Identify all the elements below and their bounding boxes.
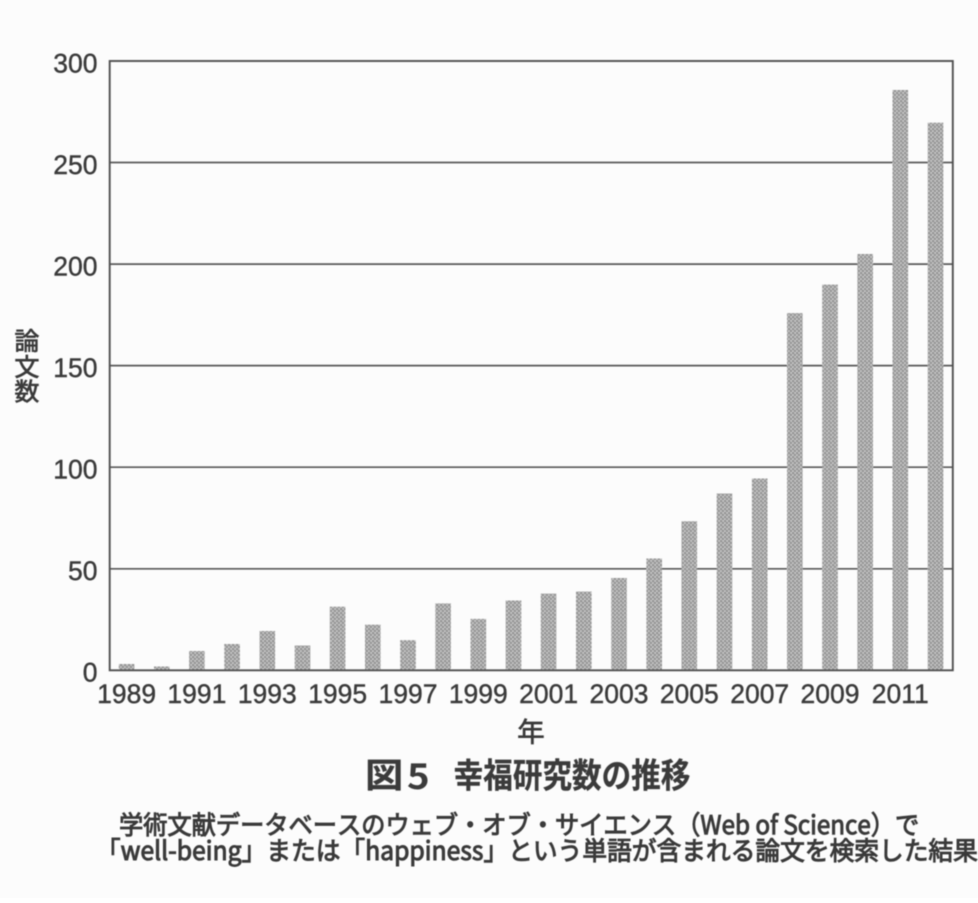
svg-text:2009: 2009 (801, 679, 860, 709)
svg-text:2011: 2011 (872, 679, 929, 709)
svg-text:2001: 2001 (519, 679, 578, 709)
svg-text:200: 200 (53, 252, 97, 282)
svg-text:250: 250 (53, 150, 97, 180)
svg-text:1991: 1991 (167, 679, 226, 709)
svg-text:1999: 1999 (449, 679, 508, 709)
svg-text:1989: 1989 (97, 679, 156, 709)
svg-text:150: 150 (53, 353, 97, 383)
svg-text:1997: 1997 (379, 679, 438, 709)
svg-text:2003: 2003 (590, 679, 649, 709)
svg-text:50: 50 (68, 556, 97, 586)
svg-text:100: 100 (53, 455, 97, 485)
svg-text:2005: 2005 (660, 679, 719, 709)
svg-text:2007: 2007 (730, 679, 789, 709)
svg-text:300: 300 (53, 48, 97, 78)
svg-text:0: 0 (83, 658, 98, 688)
svg-text:1993: 1993 (238, 679, 297, 709)
svg-text:1995: 1995 (308, 679, 367, 709)
